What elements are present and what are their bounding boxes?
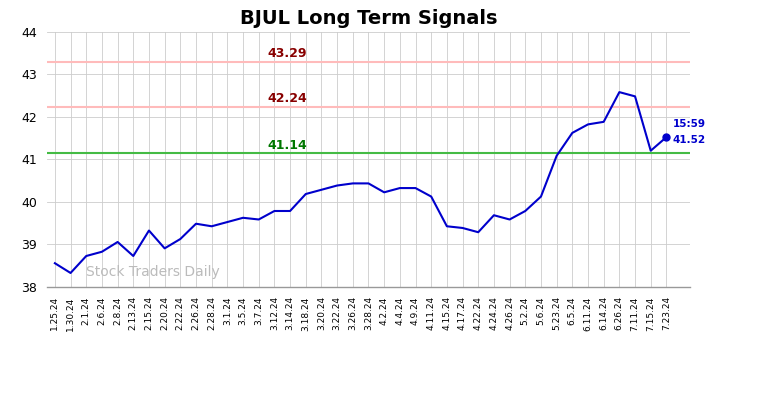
Text: 41.14: 41.14 [267,139,307,152]
Text: Stock Traders Daily: Stock Traders Daily [86,265,220,279]
Text: 15:59: 15:59 [673,119,706,129]
Text: 41.52: 41.52 [673,135,706,145]
Title: BJUL Long Term Signals: BJUL Long Term Signals [240,8,497,27]
Text: 42.24: 42.24 [267,92,307,105]
Text: 43.29: 43.29 [267,47,307,60]
